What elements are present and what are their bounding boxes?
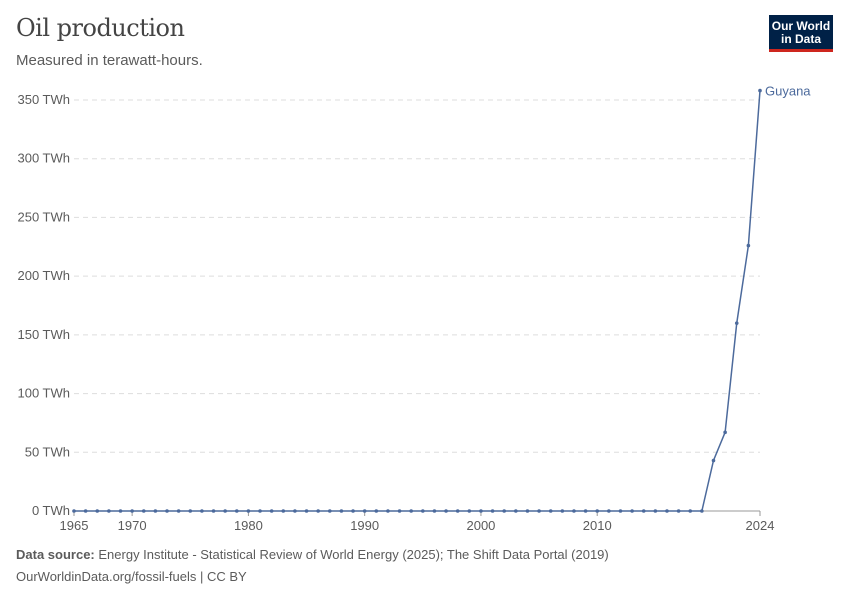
data-point [723, 430, 727, 435]
y-tick-label: 100 TWh [17, 386, 70, 401]
x-tick-label: 1970 [118, 518, 147, 533]
data-point [444, 509, 448, 513]
data-point [467, 509, 472, 513]
data-point [641, 509, 646, 513]
data-point [746, 243, 751, 248]
data-point [653, 509, 658, 513]
chart-subtitle: Measured in terawatt-hours. [16, 52, 203, 69]
data-point [165, 509, 169, 513]
data-point [700, 509, 704, 513]
data-point [258, 509, 262, 513]
data-point [607, 509, 611, 513]
data-point [618, 509, 623, 513]
data-point [734, 321, 739, 325]
source-label: Data source: [16, 547, 95, 562]
data-point [758, 88, 762, 93]
y-tick-label: 50 TWh [25, 444, 70, 459]
data-point [246, 509, 251, 513]
data-point [595, 509, 600, 513]
y-tick-label: 300 TWh [17, 151, 70, 166]
data-point [293, 509, 297, 513]
data-point [327, 509, 332, 513]
data-point [490, 509, 495, 513]
y-tick-label: 150 TWh [17, 327, 70, 342]
y-tick-label: 350 TWh [17, 92, 70, 107]
x-tick-label: 1980 [234, 518, 263, 533]
series-label: Guyana [765, 84, 811, 99]
data-point [432, 509, 437, 513]
data-point [72, 509, 76, 513]
data-point [339, 509, 344, 513]
data-point [374, 509, 379, 513]
data-point [409, 509, 413, 513]
data-point [188, 509, 193, 513]
data-point [688, 509, 693, 513]
x-tick-label: 1965 [60, 518, 89, 533]
x-tick-label: 2024 [746, 518, 775, 533]
data-point [630, 509, 634, 513]
data-point [386, 509, 390, 513]
data-point [711, 458, 716, 463]
data-point [281, 509, 286, 513]
data-point [421, 509, 425, 513]
data-point [455, 509, 460, 513]
logo-line2: in Data [780, 32, 821, 46]
data-point [397, 509, 402, 513]
data-point [502, 509, 507, 513]
data-point [514, 509, 518, 513]
x-tick-label: 2000 [466, 518, 495, 533]
logo-line1: Our World [771, 19, 831, 33]
data-point [583, 509, 588, 513]
data-point [130, 509, 134, 513]
footer-link[interactable]: OurWorldinData.org/fossil-fuels | CC BY [16, 569, 247, 584]
data-point [479, 509, 483, 513]
data-point [665, 509, 669, 513]
data-point [572, 509, 576, 513]
data-point [107, 509, 111, 513]
data-point [362, 509, 367, 513]
data-point [560, 509, 565, 513]
data-point [525, 509, 530, 513]
data-point [95, 509, 100, 513]
data-point [269, 509, 274, 513]
data-point [200, 509, 204, 513]
chart-title: Oil production [16, 14, 185, 42]
data-point [234, 509, 239, 513]
x-tick-label: 2010 [583, 518, 612, 533]
data-point [118, 509, 123, 513]
data-point [176, 509, 181, 513]
y-tick-label: 200 TWh [17, 268, 70, 283]
data-point [351, 509, 355, 513]
data-point [304, 509, 309, 513]
data-point [548, 509, 553, 513]
data-point [223, 509, 227, 513]
data-point [537, 509, 541, 513]
data-point [83, 509, 88, 513]
x-tick-label: 1990 [350, 518, 379, 533]
data-point [211, 509, 216, 513]
source-text: Energy Institute - Statistical Review of… [98, 547, 609, 562]
y-tick-label: 0 TWh [32, 503, 70, 518]
data-point [676, 509, 681, 513]
data-point [316, 509, 320, 513]
y-tick-label: 250 TWh [17, 209, 70, 224]
data-point [141, 509, 146, 513]
data-source: Data source: Energy Institute - Statisti… [16, 547, 609, 562]
series-line [74, 90, 761, 512]
data-point [153, 509, 158, 513]
owid-logo[interactable]: Our World in Data [769, 15, 833, 52]
